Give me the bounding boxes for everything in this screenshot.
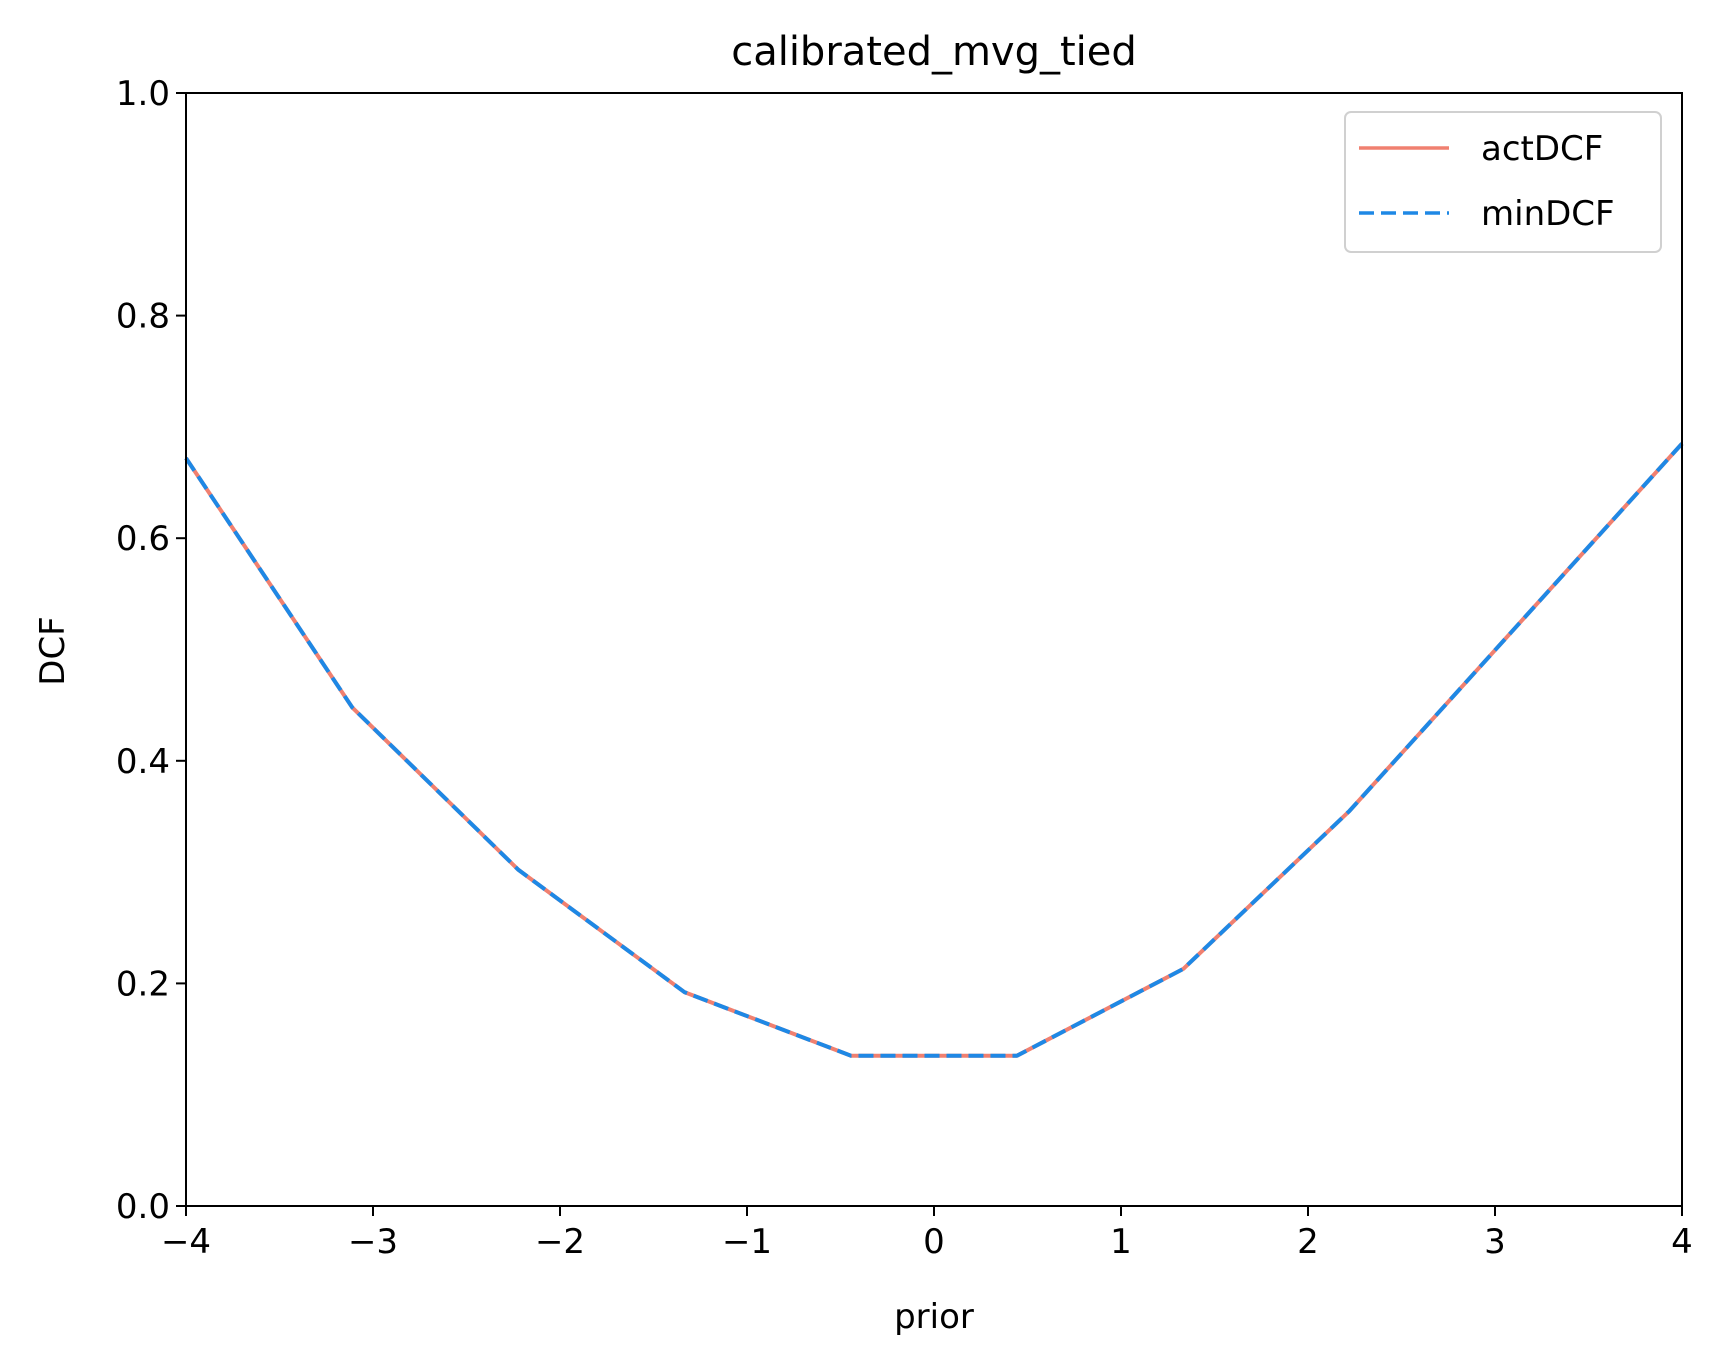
y-tick-label: 0.6: [116, 519, 170, 559]
x-tick-label: −3: [348, 1222, 398, 1262]
y-tick-label: 0.8: [116, 297, 170, 337]
y-tick-label: 0.4: [116, 742, 170, 782]
x-tick-label: −4: [161, 1222, 211, 1262]
x-tick-label: 1: [1110, 1222, 1132, 1262]
x-tick-label: 2: [1297, 1222, 1319, 1262]
legend: actDCF minDCF: [1344, 111, 1662, 253]
y-axis-label: DCF: [33, 616, 73, 685]
series-line-mindcf: [184, 442, 1684, 1058]
x-tick-label: 4: [1671, 1222, 1693, 1262]
y-tick-label: 1.0: [116, 74, 170, 114]
x-tick-label: 3: [1484, 1222, 1506, 1262]
y-tick-label: 0.0: [116, 1187, 170, 1227]
x-axis-label: prior: [894, 1297, 974, 1337]
x-tick-label: −1: [722, 1222, 772, 1262]
y-axis: 0.0 0.2 0.4 0.6 0.8 1.0: [116, 74, 186, 1227]
y-tick-label: 0.2: [116, 964, 170, 1004]
series-layer: [184, 442, 1684, 1058]
legend-label-actdcf: actDCF: [1481, 129, 1603, 169]
legend-label-mindcf: minDCF: [1481, 194, 1615, 234]
plot-area: [186, 93, 1682, 1206]
chart-title: calibrated_mvg_tied: [731, 29, 1137, 75]
x-axis: −4 −3 −2 −1 0 1 2 3 4: [161, 1206, 1693, 1262]
x-tick-label: −2: [535, 1222, 585, 1262]
x-tick-label: 0: [923, 1222, 945, 1262]
